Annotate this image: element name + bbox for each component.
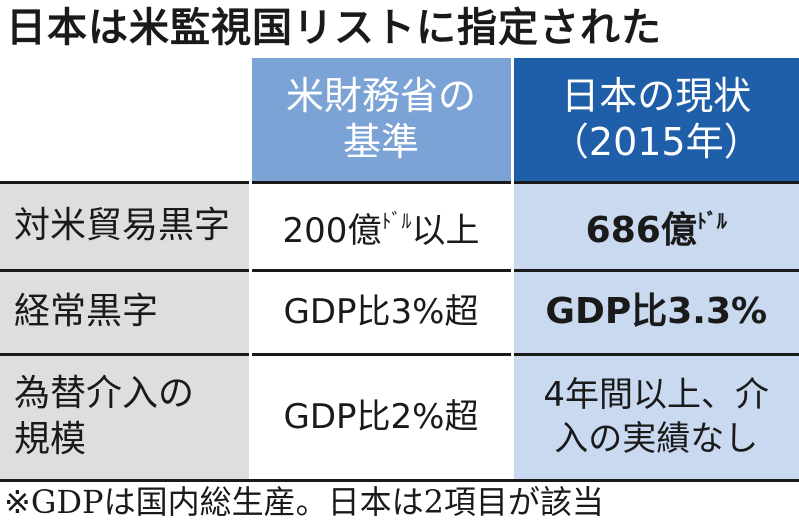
row-label-current-account: 経常黒字 — [0, 268, 252, 354]
row-label-line1: 為替介入の — [14, 373, 195, 414]
standard-value: GDP比2%超 — [283, 397, 479, 437]
row-label-intervention: 為替介入の 規模 — [0, 352, 252, 482]
standard-value: 200億 — [282, 211, 382, 251]
unit-dollar: ﾄﾞﾙ — [696, 209, 727, 233]
current-current-account: GDP比3.3% — [512, 268, 799, 354]
table-header-row: 米財務省の 基準 日本の現状 （2015年） — [0, 58, 799, 182]
table-row: 為替介入の 規模 GDP比2%超 4年間以上、介 入の実績なし — [0, 352, 799, 482]
current-line2: 入の実績なし — [554, 419, 759, 459]
comparison-table: 米財務省の 基準 日本の現状 （2015年） 対米貿易黒字 200億ﾄﾞﾙ以上 … — [0, 58, 799, 482]
standard-value: GDP比3%超 — [283, 292, 479, 332]
header-current-line1: 日本の現状 — [561, 74, 752, 119]
current-value: GDP比3.3% — [545, 291, 768, 332]
current-value: 686億 — [585, 210, 697, 251]
header-standard: 米財務省の 基準 — [250, 58, 514, 182]
standard-trade-surplus: 200億ﾄﾞﾙ以上 — [250, 180, 514, 270]
standard-suffix: 以上 — [411, 211, 480, 251]
page-title: 日本は米監視国リストに指定された — [6, 5, 662, 51]
unit-dollar: ﾄﾞﾙ — [381, 209, 412, 233]
row-label-line2: 規模 — [14, 419, 87, 460]
header-standard-line2: 基準 — [342, 120, 419, 165]
header-current: 日本の現状 （2015年） — [512, 58, 799, 182]
standard-current-account: GDP比3%超 — [250, 268, 514, 354]
table-row: 対米貿易黒字 200億ﾄﾞﾙ以上 686億ﾄﾞﾙ — [0, 180, 799, 270]
footnote: ※GDPは国内総生産。日本は2項目が該当 — [4, 483, 604, 521]
row-label-trade-surplus: 対米貿易黒字 — [0, 180, 252, 270]
current-trade-surplus: 686億ﾄﾞﾙ — [512, 180, 799, 270]
current-line1: 4年間以上、介 — [543, 375, 770, 415]
row-label-text: 経常黒字 — [14, 291, 159, 332]
table-row: 経常黒字 GDP比3%超 GDP比3.3% — [0, 268, 799, 354]
standard-intervention: GDP比2%超 — [250, 352, 514, 482]
header-current-line2: （2015年） — [550, 120, 762, 165]
header-corner — [0, 58, 252, 182]
row-label-text: 対米貿易黒字 — [14, 205, 231, 246]
header-standard-line1: 米財務省の — [285, 74, 476, 119]
current-intervention: 4年間以上、介 入の実績なし — [512, 352, 799, 482]
